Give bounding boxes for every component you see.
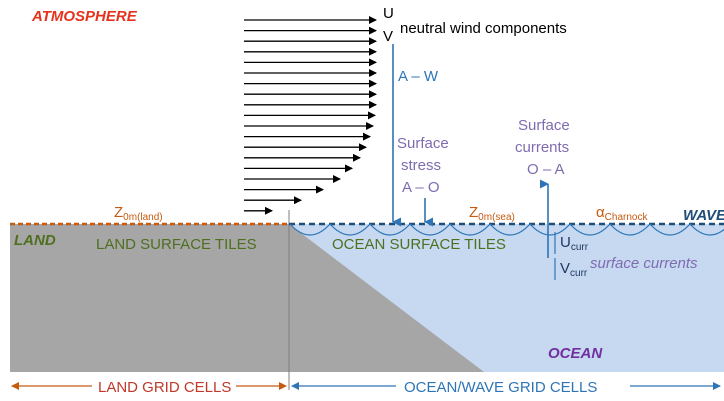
wave-label: WAVE xyxy=(683,207,724,224)
surface-currents-line2: currents xyxy=(515,139,569,156)
a-w-label: A – W xyxy=(398,68,439,85)
wind-profile-arrows xyxy=(244,16,377,215)
neutral-wind-label: neutral wind components xyxy=(400,20,567,37)
surface-stress-line2: stress xyxy=(401,157,441,174)
surface-stress-line1: Surface xyxy=(397,135,449,152)
land-surface-tiles-label: LAND SURFACE TILES xyxy=(96,236,257,253)
surface-currents-italic-label: surface currents xyxy=(590,255,698,272)
ucurr-label: Ucurr xyxy=(560,234,589,253)
alpha-charnock-label: αCharnock xyxy=(596,204,648,223)
land-region xyxy=(10,224,484,372)
land-grid-cells-label: LAND GRID CELLS xyxy=(98,379,231,396)
z0m-sea-label: Z0m(sea) xyxy=(469,204,515,223)
wind-u-label: U xyxy=(383,5,394,22)
surface-stress-line3: A – O xyxy=(402,179,440,196)
ocean-label: OCEAN xyxy=(548,345,603,362)
ocean-wave-grid-cells-label: OCEAN/WAVE GRID CELLS xyxy=(404,379,597,396)
surface-currents-line1: Surface xyxy=(518,117,570,134)
vcurr-label: Vcurr xyxy=(560,260,588,279)
z0m-land-label: Z0m(land) xyxy=(114,204,163,223)
ocean-wave-scallops xyxy=(289,223,724,236)
atmosphere-label: ATMOSPHERE xyxy=(31,8,138,25)
ocean-surface-tiles-label: OCEAN SURFACE TILES xyxy=(332,236,506,253)
land-label: LAND xyxy=(14,232,56,249)
wind-v-label: V xyxy=(383,28,393,45)
surface-currents-line3: O – A xyxy=(527,161,565,178)
